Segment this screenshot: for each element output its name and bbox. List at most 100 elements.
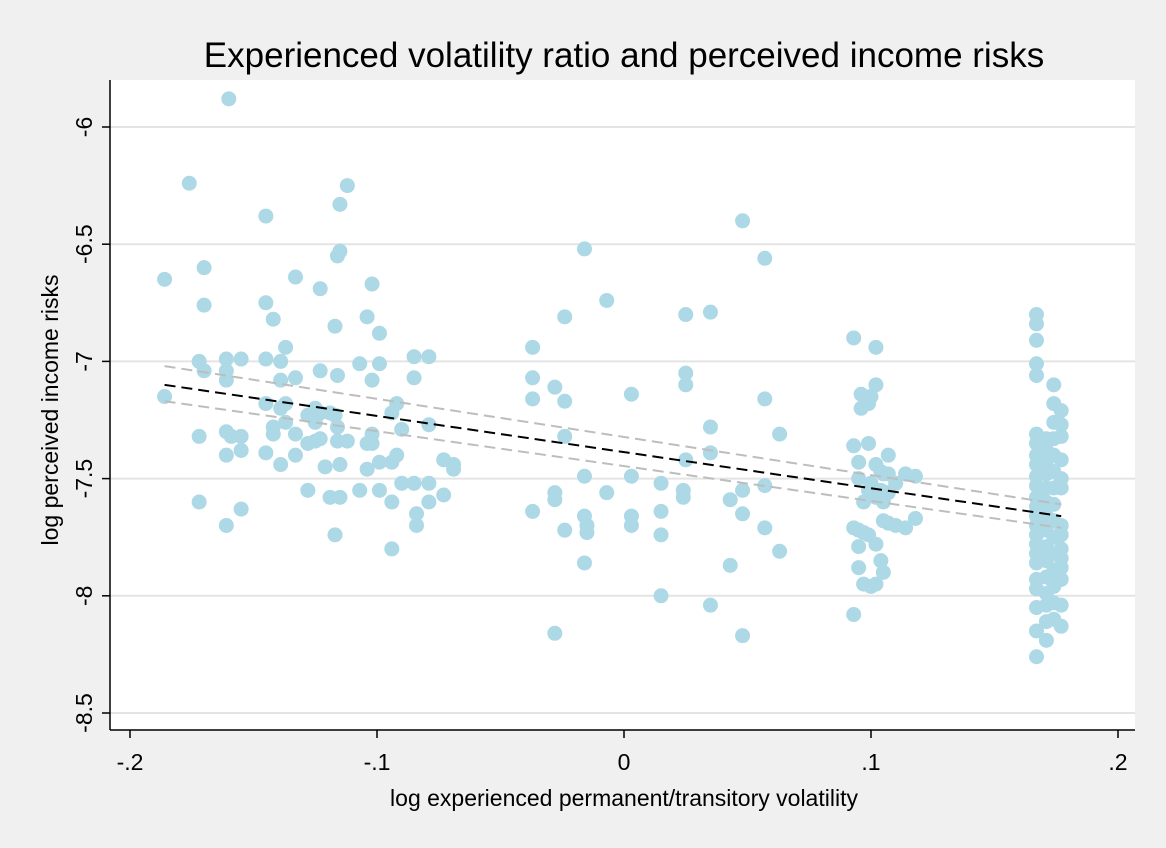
data-points (157, 91, 1069, 665)
data-point (181, 175, 197, 191)
data-point (409, 517, 425, 533)
data-point (327, 527, 343, 543)
data-point (868, 576, 884, 592)
data-point (218, 351, 234, 367)
data-point (371, 454, 387, 470)
data-point (406, 370, 422, 386)
data-point (868, 377, 884, 393)
data-point (888, 475, 904, 491)
data-point (218, 447, 234, 463)
y-tick-label: -7.5 (71, 459, 97, 499)
data-point (273, 353, 289, 369)
data-point (157, 271, 173, 287)
data-point (735, 213, 751, 229)
data-point (1053, 618, 1069, 634)
data-point (258, 396, 274, 412)
y-axis-label: log perceived income risks (37, 274, 63, 545)
y-tick-label: -6 (71, 117, 97, 137)
data-point (525, 391, 541, 407)
data-point (702, 304, 718, 320)
data-point (757, 391, 773, 407)
data-point (196, 363, 212, 379)
x-tick-label: -.2 (117, 749, 144, 775)
data-point (1053, 452, 1069, 468)
data-point (300, 482, 316, 498)
data-point (547, 625, 563, 641)
data-point (339, 178, 355, 194)
data-point (364, 276, 380, 292)
data-point (525, 370, 541, 386)
data-point (851, 539, 867, 555)
data-point (873, 553, 889, 569)
data-point (579, 525, 595, 541)
data-point (364, 435, 380, 451)
data-point (196, 297, 212, 313)
data-point (218, 517, 234, 533)
data-point (218, 372, 234, 388)
data-point (576, 241, 592, 257)
data-point (327, 318, 343, 334)
data-point (421, 475, 437, 491)
data-point (863, 389, 879, 405)
data-point (265, 426, 281, 442)
data-point (371, 325, 387, 341)
data-point (332, 457, 348, 473)
data-point (394, 421, 410, 437)
data-point (1028, 623, 1044, 639)
fit-lines (164, 365, 1062, 529)
data-point (384, 541, 400, 557)
data-point (1053, 417, 1069, 433)
data-point (1028, 356, 1044, 372)
data-point (757, 250, 773, 266)
x-axis-ticks: -.2 -.1 0 .1 .2 (117, 730, 1128, 775)
data-point (868, 536, 884, 552)
data-point (352, 356, 368, 372)
data-point (678, 377, 694, 393)
data-point (653, 475, 669, 491)
data-point (287, 426, 303, 442)
y-tick-label: -8 (71, 586, 97, 606)
data-point (1053, 571, 1069, 587)
data-point (421, 417, 437, 433)
data-point (861, 435, 877, 451)
data-point (557, 393, 573, 409)
data-point (557, 309, 573, 325)
data-point (702, 597, 718, 613)
data-point (846, 438, 862, 454)
data-point (287, 447, 303, 463)
data-point (1053, 527, 1069, 543)
data-point (557, 522, 573, 538)
data-point (907, 510, 923, 526)
data-point (339, 433, 355, 449)
data-point (880, 447, 896, 463)
data-point (735, 628, 751, 644)
data-point (317, 459, 333, 475)
y-tick-label: -7 (71, 351, 97, 371)
data-point (332, 243, 348, 259)
data-point (1028, 367, 1044, 383)
data-point (196, 260, 212, 276)
data-point (258, 445, 274, 461)
data-point (409, 506, 425, 522)
data-point (576, 555, 592, 571)
data-point (327, 407, 343, 423)
data-point (856, 494, 872, 510)
data-point (273, 457, 289, 473)
data-point (265, 311, 281, 327)
data-point (675, 489, 691, 505)
y-axis-ticks: -6 -6.5 -7 -7.5 -8 -8.5 (71, 117, 110, 733)
data-point (702, 419, 718, 435)
data-point (421, 494, 437, 510)
data-point (1046, 377, 1062, 393)
data-point (851, 471, 867, 487)
data-point (191, 494, 207, 510)
data-point (907, 468, 923, 484)
data-point (233, 351, 249, 367)
data-point (846, 330, 862, 346)
data-point (233, 501, 249, 517)
data-point (278, 339, 294, 355)
data-point (1028, 332, 1044, 348)
data-point (1038, 632, 1054, 648)
